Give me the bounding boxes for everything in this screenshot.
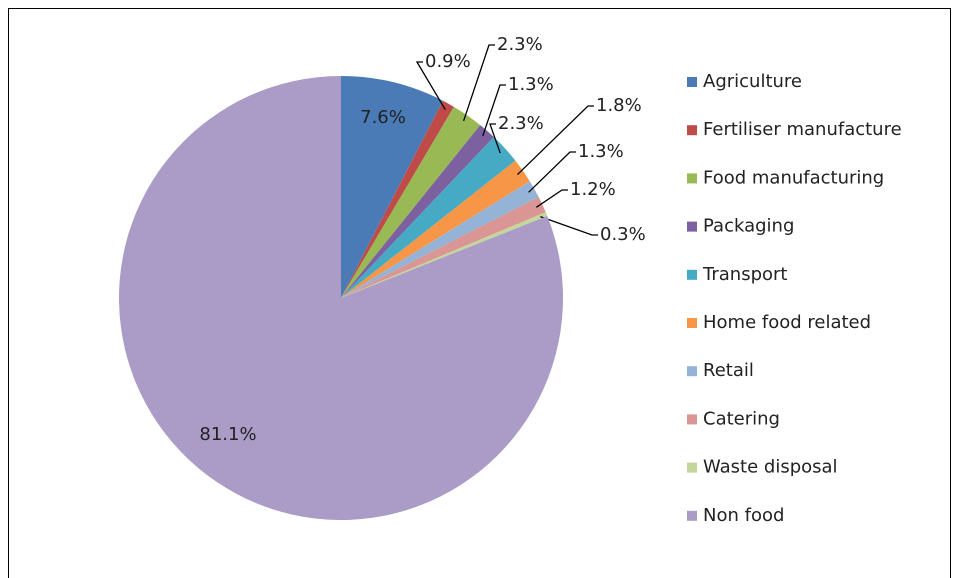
data-label: 0.9% [425, 51, 471, 72]
data-label: 2.3% [498, 113, 544, 134]
pie-slice [341, 181, 539, 298]
leader-line [489, 123, 501, 154]
data-label: 1.3% [578, 141, 624, 162]
legend-swatch [687, 414, 697, 425]
pie-slice [118, 76, 563, 520]
leader-line [415, 61, 446, 110]
legend-swatch [687, 366, 697, 377]
pie-slice [341, 125, 494, 298]
legend-label: Waste disposal [703, 457, 838, 478]
leader-line [535, 189, 568, 208]
legend-swatch [687, 77, 697, 87]
pie-slice [341, 137, 516, 298]
legend-swatch [687, 221, 697, 232]
pie-slice [341, 160, 530, 298]
legend-swatch [687, 269, 697, 280]
legend-label: Catering [703, 408, 780, 429]
legend-label: Retail [703, 360, 754, 381]
legend-label: Home food related [703, 312, 871, 333]
legend-label: Agriculture [703, 71, 802, 92]
data-label: 2.3% [497, 34, 543, 55]
legend-label: Food manufacturing [703, 167, 884, 188]
legend-swatch [687, 510, 697, 521]
leader-line [462, 44, 495, 122]
legend-label: Transport [702, 264, 787, 285]
pie-slice [341, 212, 548, 298]
data-label: 81.1% [199, 424, 256, 445]
legend-label: Fertiliser manufacture [703, 119, 902, 140]
pie-slice [341, 100, 454, 298]
legend-label: Packaging [703, 216, 794, 237]
leader-line [540, 215, 598, 236]
pie-slice [341, 76, 443, 298]
data-label: 1.8% [596, 95, 642, 116]
leader-line [516, 105, 594, 176]
leader-line [528, 151, 576, 193]
data-label: 0.3% [600, 224, 646, 245]
data-label: 7.6% [360, 107, 406, 128]
legend-label: Non food [703, 505, 784, 526]
pie-slice [341, 106, 481, 298]
pie-slice [341, 196, 546, 298]
leader-line [482, 84, 506, 137]
legend-swatch [687, 318, 697, 328]
legend-swatch [687, 125, 697, 136]
data-label: 1.3% [508, 74, 554, 95]
data-label: 1.2% [570, 179, 616, 200]
legend-swatch [687, 462, 697, 473]
legend-swatch [687, 173, 697, 184]
